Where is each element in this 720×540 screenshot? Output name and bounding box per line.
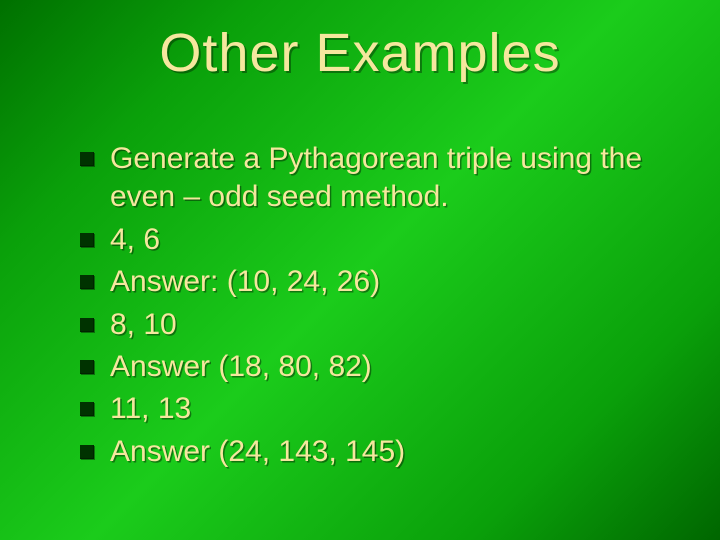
slide-title: Other Examples — [0, 22, 720, 84]
list-item: 4, 6 — [80, 221, 670, 259]
list-item: Answer (24, 143, 145) — [80, 433, 670, 471]
square-bullet-icon — [80, 318, 94, 332]
bullet-text: 8, 10 — [110, 306, 670, 344]
list-item: Generate a Pythagorean triple using the … — [80, 140, 670, 217]
bullet-text: 11, 13 — [110, 390, 670, 428]
bullet-text: 4, 6 — [110, 221, 670, 259]
bullet-text: Generate a Pythagorean triple using the … — [110, 140, 670, 217]
list-item: 11, 13 — [80, 390, 670, 428]
bullet-text: Answer: (10, 24, 26) — [110, 263, 670, 301]
square-bullet-icon — [80, 402, 94, 416]
list-item: Answer: (10, 24, 26) — [80, 263, 670, 301]
bullet-text: Answer (18, 80, 82) — [110, 348, 670, 386]
slide-body: Generate a Pythagorean triple using the … — [80, 140, 670, 475]
square-bullet-icon — [80, 233, 94, 247]
slide: Other Examples Generate a Pythagorean tr… — [0, 0, 720, 540]
list-item: Answer (18, 80, 82) — [80, 348, 670, 386]
square-bullet-icon — [80, 152, 94, 166]
square-bullet-icon — [80, 275, 94, 289]
bullet-text: Answer (24, 143, 145) — [110, 433, 670, 471]
square-bullet-icon — [80, 360, 94, 374]
square-bullet-icon — [80, 445, 94, 459]
list-item: 8, 10 — [80, 306, 670, 344]
